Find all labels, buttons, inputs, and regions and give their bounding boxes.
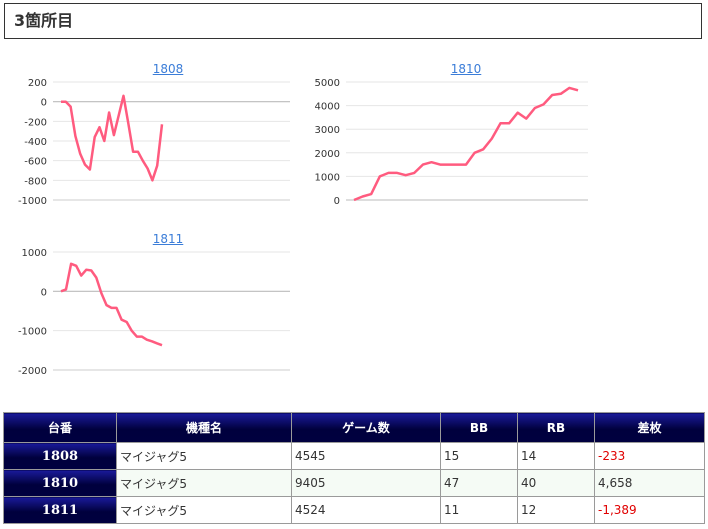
- chart-1810: 5000 4000 3000 2000 1000 0: [315, 78, 588, 206]
- chart-title-1810[interactable]: 1810: [450, 62, 482, 76]
- cell-machine-number: 1808: [3, 442, 117, 470]
- y-tick-label: -600: [24, 157, 47, 168]
- series-line: [60, 262, 163, 347]
- y-tick-label: 0: [41, 98, 47, 109]
- header-machine-number: 台番: [3, 412, 117, 443]
- y-tick-label: -1000: [18, 327, 47, 338]
- header-bb: BB: [440, 412, 518, 443]
- cell-game-count: 4545: [291, 442, 441, 470]
- header-rb: RB: [517, 412, 595, 443]
- cell-machine-number: 1811: [3, 496, 117, 524]
- cell-bb: 47: [440, 469, 518, 497]
- y-tick-label: 4000: [315, 102, 340, 113]
- cell-model-name: マイジャグ5: [116, 469, 292, 497]
- y-tick-label: 200: [28, 78, 47, 89]
- table-row: 1810 マイジャグ5 9405 47 40 4,658: [3, 469, 705, 497]
- cell-difference: -1,389: [594, 496, 705, 524]
- y-tick-label: -400: [24, 137, 47, 148]
- chart-1808: 200 0 -200 -400 -600 -800 -1000: [18, 78, 290, 206]
- cell-difference: 4,658: [594, 469, 705, 497]
- header-game-count: ゲーム数: [291, 412, 441, 443]
- table-row: 1808 マイジャグ5 4545 15 14 -233: [3, 442, 705, 470]
- cell-difference: -233: [594, 442, 705, 470]
- series-line: [61, 94, 164, 182]
- table-header-row: 台番 機種名 ゲーム数 BB RB 差枚: [3, 412, 705, 443]
- header-model-name: 機種名: [116, 412, 292, 443]
- y-tick-label: 1000: [315, 172, 340, 183]
- cell-rb: 40: [517, 469, 595, 497]
- y-tick-label: -2000: [18, 366, 47, 376]
- cell-machine-number: 1810: [3, 469, 117, 497]
- cell-game-count: 4524: [291, 496, 441, 524]
- y-tick-label: 5000: [315, 78, 340, 89]
- page-title: 3箇所目: [14, 11, 74, 30]
- chart-1811: 1000 0 -1000 -2000: [18, 248, 290, 376]
- chart-title-1808[interactable]: 1808: [152, 62, 184, 76]
- cell-game-count: 9405: [291, 469, 441, 497]
- cell-bb: 11: [440, 496, 518, 524]
- y-tick-label: 2000: [315, 149, 340, 160]
- cell-model-name: マイジャグ5: [116, 442, 292, 470]
- header-difference: 差枚: [594, 412, 705, 443]
- y-tick-label: 1000: [22, 248, 47, 259]
- y-tick-label: 3000: [315, 125, 340, 136]
- cell-bb: 15: [440, 442, 518, 470]
- chart-title-1811[interactable]: 1811: [152, 232, 184, 246]
- y-tick-label: -1000: [18, 196, 47, 206]
- y-tick-label: -800: [24, 176, 47, 187]
- cell-rb: 12: [517, 496, 595, 524]
- y-tick-label: 0: [41, 287, 47, 298]
- cell-rb: 14: [517, 442, 595, 470]
- cell-model-name: マイジャグ5: [116, 496, 292, 524]
- machine-results-table: 台番 機種名 ゲーム数 BB RB 差枚 1808 マイジャグ5 4545 15…: [3, 412, 705, 524]
- section-title-box: 3箇所目: [4, 3, 702, 39]
- series-line: [353, 86, 579, 202]
- y-tick-label: -200: [24, 117, 47, 128]
- y-tick-label: 0: [334, 196, 340, 206]
- table-row: 1811 マイジャグ5 4524 11 12 -1,389: [3, 496, 705, 524]
